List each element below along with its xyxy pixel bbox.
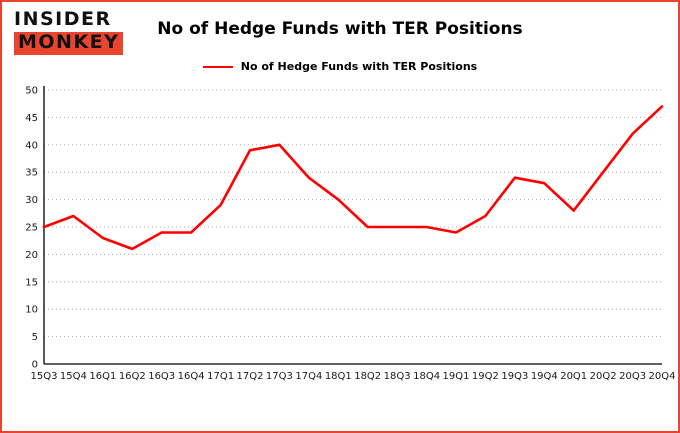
svg-text:17Q3: 17Q3 [266,371,293,382]
svg-text:17Q1: 17Q1 [207,371,234,382]
legend-line-swatch [202,65,233,68]
svg-text:19Q1: 19Q1 [443,371,470,382]
logo-text-monkey: MONKEY [14,31,124,55]
svg-text:5: 5 [32,332,38,343]
svg-text:19Q3: 19Q3 [501,371,528,382]
chart-title: No of Hedge Funds with TER Positions [157,19,523,39]
chart-legend: No of Hedge Funds with TER Positions [2,60,678,73]
svg-text:16Q4: 16Q4 [178,371,205,382]
legend-label: No of Hedge Funds with TER Positions [240,60,478,73]
svg-text:20: 20 [25,250,38,261]
svg-text:19Q4: 19Q4 [531,371,558,382]
svg-text:19Q2: 19Q2 [472,371,499,382]
svg-text:17Q4: 17Q4 [295,371,322,382]
line-chart: 0 5 10 15 20 25 30 35 40 45 50 15Q3 15Q4 16Q1 16Q2 16Q3… [25,86,676,383]
logo-text-insider: INSIDER [14,8,112,30]
svg-text:18Q3: 18Q3 [384,371,411,382]
svg-text:20Q1: 20Q1 [560,371,587,382]
svg-text:0: 0 [32,360,38,371]
svg-text:16Q1: 16Q1 [89,371,116,382]
svg-text:16Q3: 16Q3 [148,371,175,382]
svg-text:18Q4: 18Q4 [413,371,440,382]
svg-text:18Q2: 18Q2 [354,371,381,382]
svg-text:35: 35 [25,168,38,179]
svg-text:15: 15 [25,277,38,288]
svg-text:30: 30 [25,195,38,206]
svg-text:18Q1: 18Q1 [325,371,352,382]
svg-text:17Q2: 17Q2 [237,371,264,382]
svg-text:20Q3: 20Q3 [619,371,646,382]
svg-text:50: 50 [25,86,38,97]
insider-monkey-logo: INSIDER MONKEY [14,8,124,55]
svg-text:16Q2: 16Q2 [119,371,146,382]
svg-text:25: 25 [25,223,38,234]
svg-text:15Q3: 15Q3 [31,371,58,382]
svg-text:20Q2: 20Q2 [590,371,617,382]
svg-text:20Q4: 20Q4 [649,371,676,382]
svg-text:15Q4: 15Q4 [60,371,87,382]
svg-text:10: 10 [25,305,38,316]
svg-text:45: 45 [25,113,38,124]
svg-text:40: 40 [25,140,38,151]
